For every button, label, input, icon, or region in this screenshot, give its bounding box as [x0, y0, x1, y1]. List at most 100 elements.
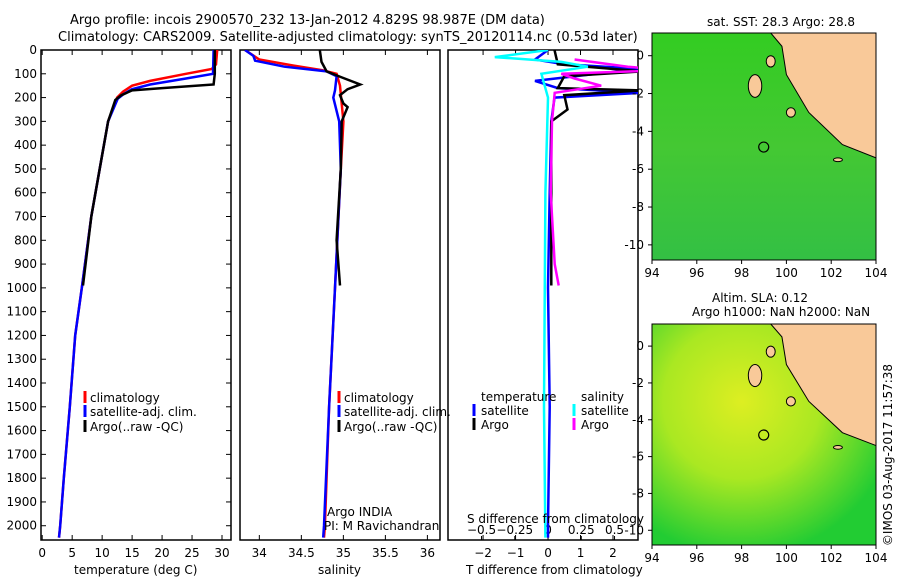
island	[785, 396, 796, 407]
island	[832, 157, 843, 163]
temperature-axis-label: temperature (deg C)	[74, 563, 198, 577]
island	[785, 107, 796, 118]
salinity-x-tick-label: 34.5	[288, 546, 315, 560]
sla-map-subtitle: Argo h1000: NaN h2000: NaN	[692, 305, 871, 319]
map-frame	[651, 323, 877, 546]
temperature-series-satellite-adj-clim-	[57, 50, 215, 538]
map-y-tick-label: -10	[624, 523, 644, 537]
map-x-tick-label: 96	[689, 551, 704, 565]
salinity-series-argo-raw-qc-	[318, 50, 364, 286]
temperature-x-tick-label: 0	[38, 546, 46, 560]
map-y-tick-label: -4	[632, 413, 644, 427]
salinity-x-tick-label: 35.5	[372, 546, 399, 560]
depth-tick-label: 700	[14, 210, 37, 224]
map-x-tick-label: 98	[734, 266, 749, 280]
map-x-tick-label: 104	[865, 266, 888, 280]
island	[747, 364, 763, 388]
depth-tick-label: 1800	[6, 471, 37, 485]
argo-pi-label: PI: M Ravichandran	[324, 519, 440, 533]
map-x-tick-label: 94	[644, 266, 659, 280]
map-frame	[651, 32, 877, 261]
argo-position-marker	[758, 429, 770, 441]
s-diff-tick-label: −0.25	[496, 523, 533, 537]
map-y-tick-label: 0	[636, 49, 644, 63]
island	[765, 55, 776, 68]
map-x-tick-label: 96	[689, 266, 704, 280]
diff-legend-temperature: temperature	[481, 390, 557, 404]
diff-legend-t-argo: Argo	[481, 418, 509, 432]
depth-tick-label: 1400	[6, 376, 37, 390]
temperature-x-tick-label: 30	[214, 546, 229, 560]
temperature-x-tick-label: 25	[184, 546, 199, 560]
s-diff-tick-label: 0.5	[605, 523, 624, 537]
temperature-x-tick-label: 15	[124, 546, 139, 560]
difference-x-tick-label: 0	[544, 546, 552, 560]
sla-map-title: Altim. SLA: 0.12	[712, 291, 809, 305]
difference-x-tick-label: 2	[609, 546, 617, 560]
salinity-x-tick-label: 34	[252, 546, 267, 560]
s-diff-tick-label: 0.25	[568, 523, 595, 537]
depth-tick-label: 1300	[6, 352, 37, 366]
salinity-series-satellite-adj-clim-	[244, 50, 343, 538]
island	[747, 74, 763, 98]
sal-legend-climatology: climatology	[344, 391, 414, 405]
difference-x-tick-label: −1	[507, 546, 525, 560]
map-x-tick-label: 100	[775, 266, 798, 280]
salinity-x-tick-label: 35	[336, 546, 351, 560]
depth-tick-label: 800	[14, 233, 37, 247]
depth-tick-label: 0	[29, 43, 37, 57]
island	[832, 445, 843, 450]
map-x-tick-label: 102	[820, 266, 843, 280]
island	[765, 345, 776, 358]
difference-x-tick-label: −2	[474, 546, 492, 560]
map-y-tick-label: -4	[632, 124, 644, 138]
depth-tick-label: 1700	[6, 447, 37, 461]
depth-tick-label: 200	[14, 91, 37, 105]
difference-series-s-satellite	[494, 50, 589, 538]
diff-legend-s-argo: Argo	[581, 418, 609, 432]
sal-legend-argo: Argo(..raw -QC)	[344, 420, 438, 434]
depth-tick-label: 400	[14, 138, 37, 152]
diff-legend-t-satellite: satellite	[481, 404, 529, 418]
temperature-series-climatology	[57, 50, 219, 538]
difference-plot-frame	[447, 49, 639, 541]
salinity-x-tick-label: 36	[420, 546, 435, 560]
temp-legend-climatology: climatology	[90, 391, 160, 405]
map-x-tick-label: 102	[820, 551, 843, 565]
t-diff-axis-label: T difference from climatology	[466, 563, 643, 577]
depth-tick-label: 2000	[6, 519, 37, 533]
sst-map-title: sat. SST: 28.3 Argo: 28.8	[707, 15, 856, 29]
map-x-tick-label: 100	[775, 551, 798, 565]
temperature-plot-frame	[40, 49, 232, 541]
map-x-tick-label: 104	[865, 551, 888, 565]
argo-position-marker	[758, 141, 770, 153]
depth-tick-label: 1200	[6, 328, 37, 342]
map-y-tick-label: -10	[624, 238, 644, 252]
depth-tick-label: 300	[14, 114, 37, 128]
depth-tick-label: 100	[14, 67, 37, 81]
depth-tick-label: 500	[14, 162, 37, 176]
salinity-plot-frame	[239, 49, 441, 541]
map-y-tick-label: -2	[632, 87, 644, 101]
depth-tick-label: 900	[14, 257, 37, 271]
diff-legend-salinity: salinity	[581, 390, 625, 404]
temperature-x-tick-label: 5	[68, 546, 76, 560]
map-y-tick-label: -6	[632, 162, 644, 176]
temperature-x-tick-label: 10	[94, 546, 109, 560]
temperature-series-argo-raw-qc-	[81, 50, 217, 286]
map-y-tick-label: -8	[632, 200, 644, 214]
map-x-tick-label: 98	[734, 551, 749, 565]
map-x-tick-label: 94	[644, 551, 659, 565]
depth-tick-label: 1500	[6, 400, 37, 414]
depth-tick-label: 1900	[6, 495, 37, 509]
argo-program-label: Argo INDIA	[327, 505, 393, 519]
depth-tick-label: 1600	[6, 424, 37, 438]
temperature-x-tick-label: 20	[154, 546, 169, 560]
map-y-tick-label: 0	[636, 339, 644, 353]
map-y-tick-label: -6	[632, 450, 644, 464]
temp-legend-argo: Argo(..raw -QC)	[90, 420, 184, 434]
imos-credit: ©IMOS 03-Aug-2017 11:57:38	[881, 363, 895, 547]
map-y-tick-label: -2	[632, 376, 644, 390]
diff-legend-s-satellite: satellite	[581, 404, 629, 418]
